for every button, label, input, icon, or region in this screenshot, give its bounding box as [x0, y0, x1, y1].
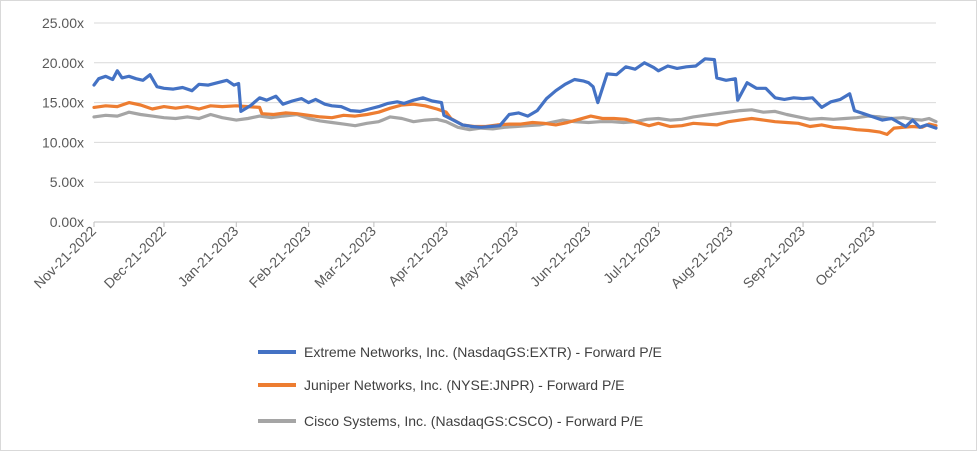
series-line-0: [92, 57, 938, 130]
legend-label-0: Extreme Networks, Inc. (NasdaqGS:EXTR) -…: [304, 344, 662, 360]
x-tick-label: Jun-21-2023: [527, 223, 594, 290]
x-tick-label: Apr-21-2023: [385, 223, 451, 289]
x-tick-label: Oct-21-2023: [812, 223, 878, 289]
y-axis-ticks: 0.00x 5.00x 10.00x 15.00x 20.00x 25.00x: [42, 15, 84, 230]
gridlines: [94, 22, 936, 223]
x-tick-label: Dec-21-2022: [101, 223, 170, 292]
x-tick-label: Jan-21-2023: [174, 223, 241, 290]
series-line-1: [92, 100, 938, 136]
y-tick-label: 15.00x: [42, 95, 84, 111]
x-axis-ticks: Nov-21-2022 Dec-21-2022 Jan-21-2023 Feb-21-…: [31, 222, 878, 293]
y-tick-label: 20.00x: [42, 55, 84, 71]
x-tick-label: Aug-21-2023: [667, 223, 736, 292]
y-tick-label: 5.00x: [50, 174, 84, 190]
legend-label-1: Juniper Networks, Inc. (NYSE:JNPR) - For…: [304, 377, 625, 393]
y-tick-label: 0.00x: [50, 214, 84, 230]
x-tick-label: May-21-2023: [452, 223, 522, 293]
x-tick-label: Feb-21-2023: [246, 223, 314, 291]
x-tick-label: Mar-21-2023: [311, 223, 379, 291]
y-tick-label: 25.00x: [42, 15, 84, 31]
series-line-2: [92, 108, 938, 132]
legend-label-2: Cisco Systems, Inc. (NasdaqGS:CSCO) - Fo…: [304, 413, 643, 429]
x-tick-label: Nov-21-2022: [31, 223, 100, 292]
x-tick-label: Jul-21-2023: [600, 223, 664, 287]
series-lines: [92, 57, 938, 136]
y-tick-label: 10.00x: [42, 134, 84, 150]
legend: Extreme Networks, Inc. (NasdaqGS:EXTR) -…: [258, 344, 662, 429]
x-tick-label: Sep-21-2023: [740, 223, 809, 292]
